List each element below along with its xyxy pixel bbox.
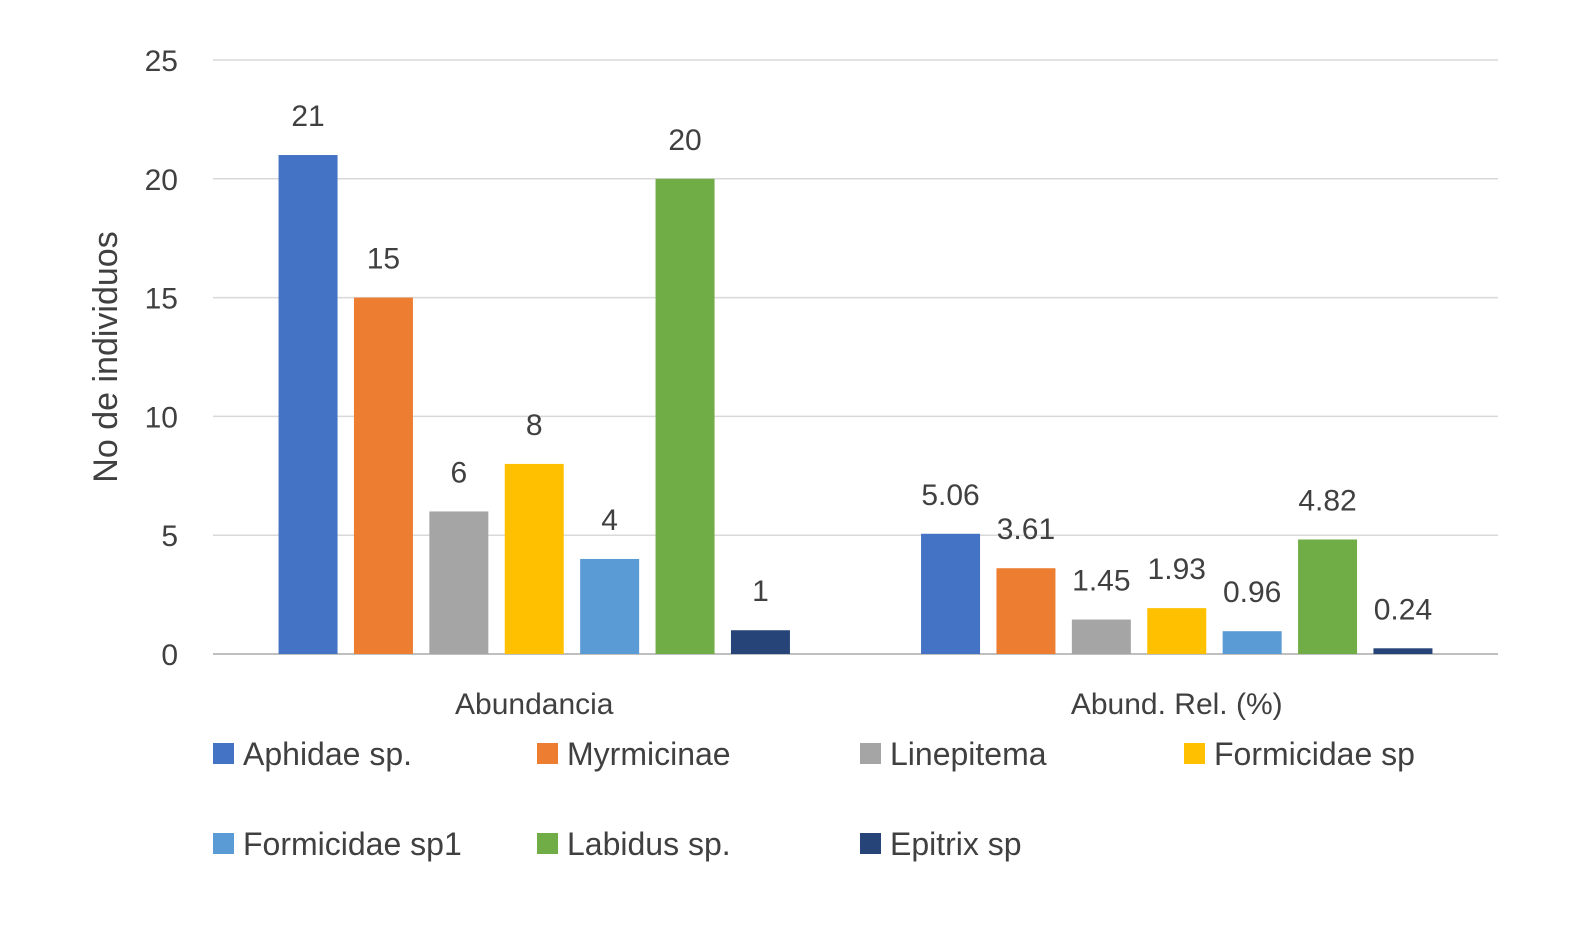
bar: [1071, 619, 1131, 654]
bar: [429, 511, 489, 654]
legend-swatch: [213, 833, 234, 854]
legend: Aphidae sp. Myrmicinae Linepitema Formicida…: [213, 736, 1415, 862]
legend-label: Epitrix sp: [890, 826, 1022, 862]
legend-swatch: [860, 833, 881, 854]
x-category-label: Abund. Rel. (%): [1071, 688, 1283, 721]
legend-swatch: [860, 743, 881, 764]
x-axis-categories: Abundancia Abund. Rel. (%): [455, 688, 1283, 721]
bar: [1147, 608, 1207, 654]
legend-label: Aphidae sp.: [243, 736, 412, 772]
bars: [278, 155, 1433, 655]
legend-swatch: [537, 833, 558, 854]
bar: [1222, 631, 1282, 654]
bar: [580, 558, 640, 654]
legend-swatch: [537, 743, 558, 764]
legend-item: Formicidae sp1: [213, 826, 462, 862]
y-tick-label: 10: [145, 401, 178, 434]
data-label: 8: [526, 409, 543, 442]
data-label: 0.96: [1223, 576, 1281, 609]
x-category-label: Abundancia: [455, 688, 614, 721]
data-label: 5.06: [921, 479, 979, 512]
data-label: 6: [451, 456, 468, 489]
data-labels: 21 15 6 8 4 20 1 5.06 3.61 1.45 1.93 0.96 4.82 0.24: [291, 100, 1432, 626]
bar: [1373, 648, 1433, 654]
legend-item: Formicidae sp: [1184, 736, 1415, 772]
bar: [504, 463, 564, 654]
data-label: 20: [668, 124, 701, 157]
bar: [655, 178, 715, 655]
bar: [996, 568, 1056, 654]
y-tick-label: 20: [145, 164, 178, 197]
legend-item: Aphidae sp.: [213, 736, 412, 772]
data-label: 21: [291, 100, 324, 133]
legend-label: Labidus sp.: [567, 826, 731, 862]
legend-label: Linepitema: [890, 736, 1047, 772]
y-tick-label: 25: [145, 45, 178, 78]
legend-swatch: [213, 743, 234, 764]
data-label: 1: [752, 575, 769, 608]
legend-item: Epitrix sp: [860, 826, 1022, 862]
data-label: 4.82: [1298, 484, 1356, 517]
data-label: 1.93: [1148, 553, 1206, 586]
bar: [730, 630, 790, 654]
data-label: 4: [601, 504, 618, 537]
legend-item: Myrmicinae: [537, 736, 731, 772]
data-label: 1.45: [1072, 565, 1130, 598]
legend-item: Linepitema: [860, 736, 1047, 772]
data-label: 0.24: [1374, 593, 1432, 626]
legend-label: Formicidae sp1: [243, 826, 462, 862]
y-axis-title: No de individuos: [87, 231, 125, 482]
y-tick-label: 5: [161, 520, 178, 553]
y-axis-ticks: 0 5 10 15 20 25: [145, 45, 178, 672]
bar: [1298, 539, 1358, 654]
legend-swatch: [1184, 743, 1205, 764]
bar: [353, 297, 413, 654]
legend-item: Labidus sp.: [537, 826, 731, 862]
bar: [278, 155, 338, 655]
y-tick-label: 0: [161, 639, 178, 672]
gridlines: [213, 59, 1498, 655]
bar: [921, 533, 981, 654]
legend-label: Formicidae sp: [1214, 736, 1415, 772]
data-label: 3.61: [997, 513, 1055, 546]
legend-label: Myrmicinae: [567, 736, 731, 772]
data-label: 15: [367, 243, 400, 276]
y-tick-label: 15: [145, 283, 178, 316]
